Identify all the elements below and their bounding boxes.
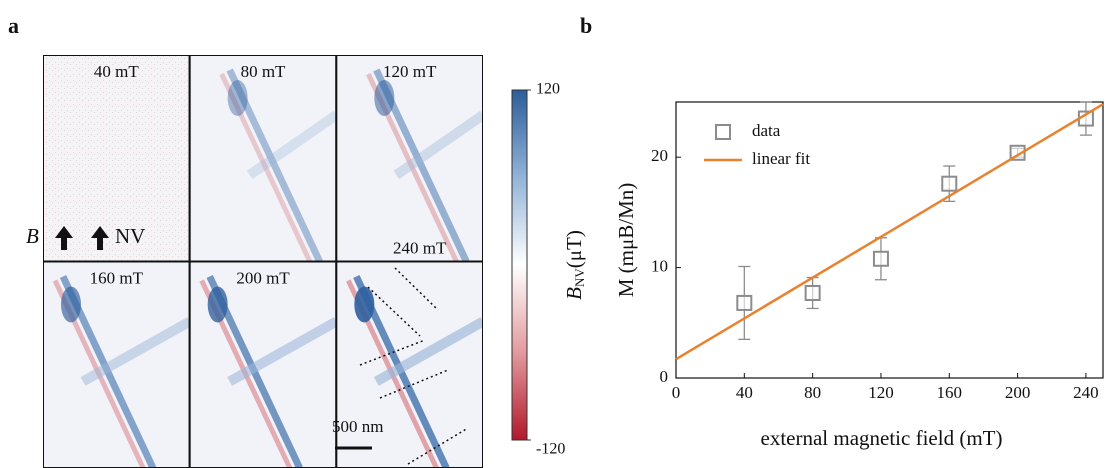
data-point — [941, 175, 958, 192]
tile-label: 200 mT — [236, 268, 290, 287]
x-axis-label: external magnetic field (mT) — [761, 426, 1003, 450]
panel-label: b — [580, 13, 592, 38]
stripe-blue — [246, 110, 340, 180]
y-tick-label: 0 — [660, 367, 669, 386]
domain-spot — [374, 80, 395, 116]
plot: 0 40 80 120 160 200 240 0 10 20 external magnetic … — [614, 101, 1104, 450]
tile-label: 40 mT — [94, 62, 139, 81]
dotted-lines — [359, 267, 469, 465]
y-tick-label: 20 — [651, 146, 668, 165]
axes-box — [675, 101, 1104, 379]
x-tick-label: 40 — [736, 383, 753, 402]
tile-border — [335, 260, 483, 468]
nv-label: NV — [115, 224, 145, 248]
tile — [43, 55, 190, 262]
tile-label: 160 mT — [90, 268, 144, 287]
x-tick-label: 120 — [868, 383, 894, 402]
x-tick-label: 80 — [804, 383, 821, 402]
tile — [336, 55, 483, 262]
tile-label: 80 mT — [241, 62, 286, 81]
y-tick-label: 10 — [651, 257, 668, 276]
colorbar-tick-label: -120 — [536, 441, 565, 458]
stripe-blue — [393, 110, 483, 180]
colorbar-label-unit: (μT) — [562, 230, 586, 268]
x-tick-label: 0 — [672, 383, 681, 402]
colorbar — [511, 89, 528, 441]
domain-spot — [61, 286, 81, 323]
domain-spot — [354, 286, 375, 323]
tile-label: 240 mT — [393, 238, 447, 257]
stripe-blue — [80, 317, 193, 386]
stripe-blue — [226, 68, 323, 263]
scale-label: 500 nm — [332, 417, 383, 436]
data-point — [872, 250, 889, 267]
arrows — [55, 226, 109, 250]
x-tick-label: 200 — [1005, 383, 1031, 402]
legend-marker — [715, 124, 731, 140]
field-label: B — [26, 224, 39, 248]
domain-spot — [207, 286, 228, 323]
colorbar-tick-label: 120 — [536, 81, 560, 98]
colorbar-label-main: B — [562, 287, 586, 300]
colorbar-label: BNV(μT) — [562, 230, 587, 300]
data-point — [804, 284, 821, 301]
image-grid: 40 mT 80 mT 120 mT 160 mT 200 mT — [43, 55, 483, 468]
data-point — [736, 294, 753, 311]
legend-label: linear fit — [752, 149, 810, 168]
y-axis-label: M (mμB/Mn) — [614, 183, 638, 298]
x-tick-label: 160 — [937, 383, 963, 402]
panel-label: a — [8, 13, 19, 38]
stripe-blue — [373, 317, 483, 386]
domain-spot — [227, 80, 248, 116]
colorbar-label-sub: NV — [572, 268, 587, 287]
legend-label: data — [752, 121, 781, 140]
stripe-blue — [227, 317, 339, 386]
fit-line — [675, 103, 1104, 361]
tile-label: 120 mT — [383, 62, 437, 81]
x-tick-label: 240 — [1073, 383, 1099, 402]
tile — [189, 55, 337, 262]
stripe-red — [219, 72, 314, 267]
